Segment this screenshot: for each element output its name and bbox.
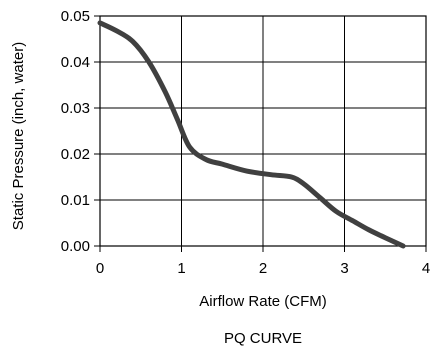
y-tick-label: 0.01	[61, 192, 90, 209]
y-tick-labels: 0.00 0.01 0.02 0.03 0.04 0.05	[61, 8, 100, 255]
grid-lines	[99, 15, 427, 247]
x-tick-label: 3	[340, 260, 348, 277]
x-axis-label: Airflow Rate (CFM)	[199, 293, 327, 310]
pq-curve-line	[97, 20, 406, 249]
y-tick-label: 0.02	[61, 146, 90, 163]
x-tick-labels: 0 1 2 3 4	[96, 246, 430, 277]
x-tick-label: 2	[259, 260, 267, 277]
y-axis-label: Static Pressure (inch, water)	[10, 42, 27, 230]
y-tick-label: 0.03	[61, 100, 90, 117]
x-tick-label: 0	[96, 260, 104, 277]
series-layer	[97, 20, 406, 249]
x-tick-label: 1	[177, 260, 185, 277]
y-tick-label: 0.00	[61, 238, 90, 255]
x-tick-label: 4	[422, 260, 430, 277]
y-tick-label: 0.05	[61, 8, 90, 25]
chart-caption: PQ CURVE	[224, 330, 302, 347]
y-tick-label: 0.04	[61, 54, 90, 71]
